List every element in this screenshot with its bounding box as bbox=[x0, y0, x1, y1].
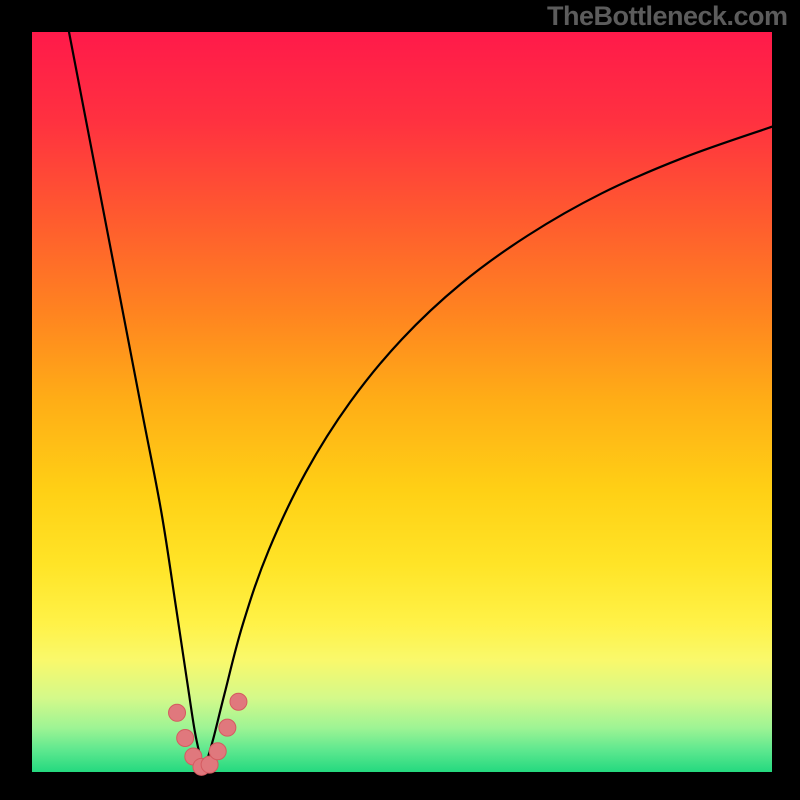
bottleneck-chart bbox=[0, 0, 800, 800]
marker-point bbox=[169, 704, 186, 721]
marker-point bbox=[177, 729, 194, 746]
marker-point bbox=[230, 693, 247, 710]
plot-background bbox=[32, 32, 772, 772]
marker-point bbox=[209, 743, 226, 760]
marker-point bbox=[219, 719, 236, 736]
watermark-text: TheBottleneck.com bbox=[547, 1, 788, 32]
